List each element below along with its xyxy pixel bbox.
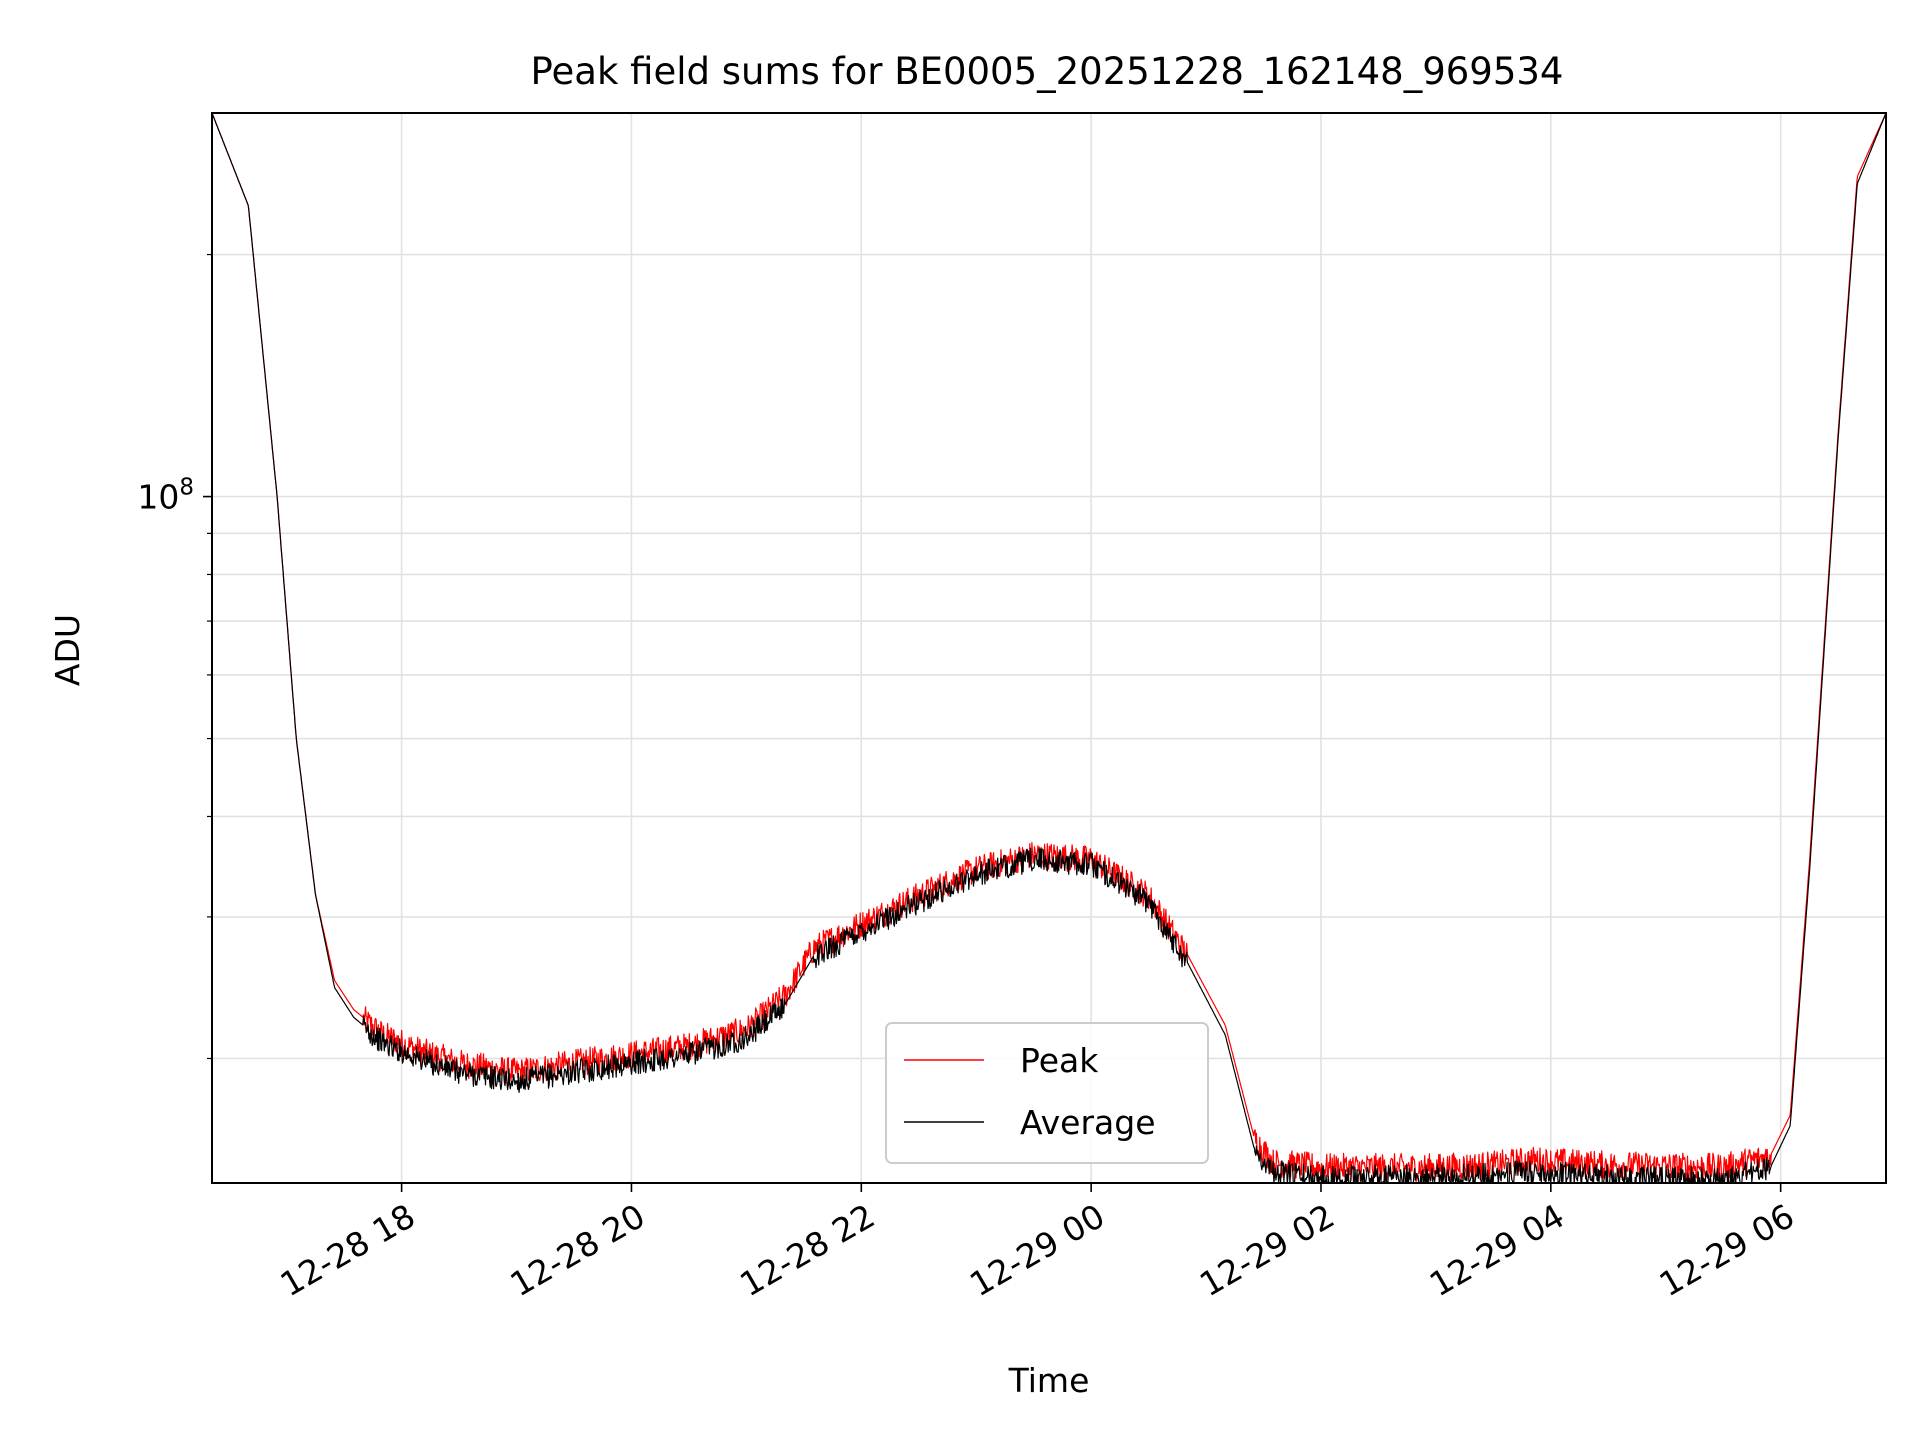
- x-axis-label: Time: [1008, 1361, 1090, 1400]
- series-line-average: [212, 113, 1886, 1183]
- legend-label-peak: Peak: [1020, 1041, 1099, 1080]
- series-layer: [212, 113, 1886, 1183]
- plot-frame: [211, 112, 1887, 1184]
- chart-title: Peak field sums for BE0005_20251228_1621…: [531, 50, 1564, 93]
- grid: [212, 113, 1886, 1183]
- legend-box: [885, 1022, 1209, 1164]
- y-axis: 108: [137, 253, 212, 1060]
- legend: Peak Average: [885, 1022, 1209, 1164]
- y-axis-label: ADU: [48, 614, 87, 686]
- y-tick-label: 108: [137, 475, 194, 517]
- legend-label-average: Average: [1020, 1103, 1156, 1142]
